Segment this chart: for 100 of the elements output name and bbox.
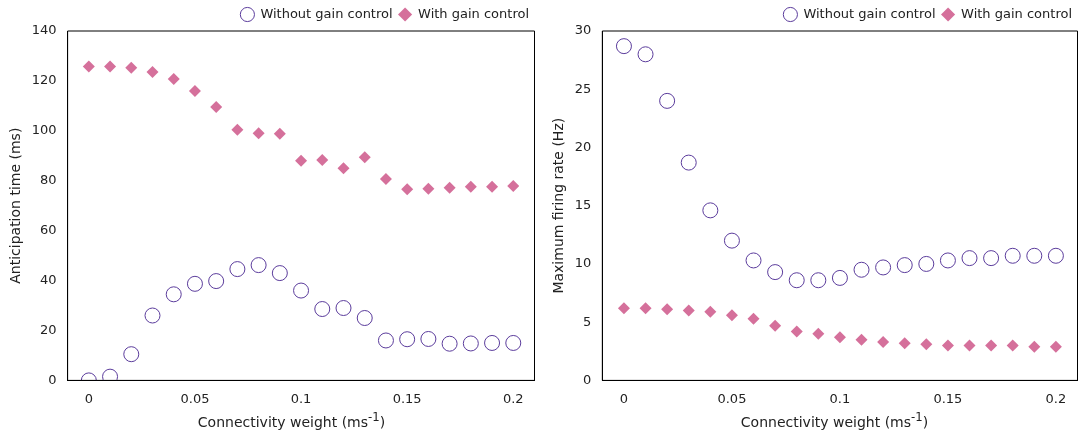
point — [507, 179, 520, 192]
y-tick-label: 25 — [574, 80, 592, 96]
point — [661, 303, 674, 316]
point — [896, 257, 913, 274]
x-tick-label: 0.2 — [502, 390, 524, 406]
x-tick-label: 0.05 — [180, 390, 210, 406]
point — [335, 300, 352, 317]
point — [210, 101, 223, 114]
y-tick-label: 80 — [40, 172, 57, 188]
y-axis-title: Anticipation time (ms) — [7, 127, 24, 284]
y-tick-label: 20 — [40, 321, 57, 337]
point — [1047, 247, 1064, 264]
y-tick-label: 140 — [31, 22, 57, 38]
point — [104, 60, 117, 73]
point — [422, 182, 435, 195]
point — [725, 309, 738, 322]
y-tick-label: 5 — [583, 313, 592, 329]
point — [769, 319, 782, 332]
y-tick-label: 0 — [48, 371, 57, 387]
point — [484, 334, 501, 351]
point — [271, 265, 288, 282]
point — [659, 92, 676, 109]
point — [316, 154, 329, 167]
point — [790, 325, 803, 338]
y-tick-label: 15 — [574, 197, 592, 213]
point — [441, 335, 458, 352]
x-tick-label: 0.2 — [1045, 390, 1067, 406]
point — [875, 259, 892, 276]
x-tick-label: 0.05 — [717, 390, 747, 406]
point — [420, 330, 437, 347]
point — [704, 305, 717, 318]
legend-label: With gain control — [418, 5, 530, 21]
y-tick-label: 30 — [574, 22, 592, 38]
point — [985, 339, 998, 352]
point — [639, 302, 652, 315]
point — [186, 275, 203, 292]
y-tick-label: 120 — [31, 72, 57, 88]
point — [831, 269, 848, 286]
point — [125, 61, 138, 74]
point — [1004, 247, 1021, 264]
point — [745, 252, 762, 269]
x-tick-label: 0.15 — [933, 390, 963, 406]
point — [462, 335, 479, 352]
point — [165, 286, 182, 303]
x-axis-title: Connectivity weight (ms$^{-1}$) — [196, 410, 387, 430]
point — [231, 123, 244, 136]
point — [810, 272, 827, 289]
x-axis-title: Connectivity weight (ms$^{-1}$) — [739, 410, 930, 430]
point — [356, 310, 373, 327]
point — [82, 60, 95, 73]
legend-label: Without gain control — [803, 5, 936, 21]
point — [983, 250, 1000, 267]
x-tick-label: 0.15 — [392, 390, 422, 406]
point — [293, 282, 310, 299]
point — [788, 272, 805, 289]
point — [961, 250, 978, 267]
point — [680, 154, 697, 171]
point — [399, 331, 416, 348]
point — [401, 183, 414, 196]
point — [188, 84, 201, 97]
x-tick-label: 0 — [84, 390, 93, 406]
point — [252, 127, 265, 140]
point — [358, 151, 371, 164]
y-axis-title: Maximum firing rate (Hz) — [550, 117, 567, 294]
point — [941, 339, 954, 352]
point — [443, 181, 456, 194]
point — [963, 339, 976, 352]
point — [615, 38, 632, 55]
point — [617, 302, 630, 315]
point — [167, 72, 180, 85]
point — [314, 301, 331, 318]
point — [767, 264, 784, 281]
y-tick-label: 0 — [583, 371, 592, 387]
point — [1049, 340, 1062, 353]
point — [1026, 247, 1043, 264]
point — [144, 307, 161, 324]
point — [918, 255, 935, 272]
point — [939, 252, 956, 269]
point — [920, 338, 933, 351]
x-tick-label: 0.1 — [290, 390, 312, 406]
point — [229, 261, 246, 278]
x-tick-label: 0.1 — [829, 390, 851, 406]
point — [833, 331, 846, 344]
point — [250, 257, 267, 274]
point — [464, 180, 477, 193]
point — [812, 327, 825, 340]
point — [486, 180, 499, 193]
y-tick-label: 60 — [40, 222, 57, 238]
point — [853, 261, 870, 278]
point — [637, 46, 654, 63]
point — [208, 273, 225, 290]
point — [1028, 340, 1041, 353]
legend-label: Without gain control — [260, 5, 393, 21]
y-tick-label: 40 — [40, 271, 57, 287]
point — [877, 335, 890, 348]
point — [855, 333, 868, 346]
point — [898, 337, 911, 350]
point — [505, 334, 522, 351]
point — [337, 162, 350, 175]
point — [377, 332, 394, 349]
